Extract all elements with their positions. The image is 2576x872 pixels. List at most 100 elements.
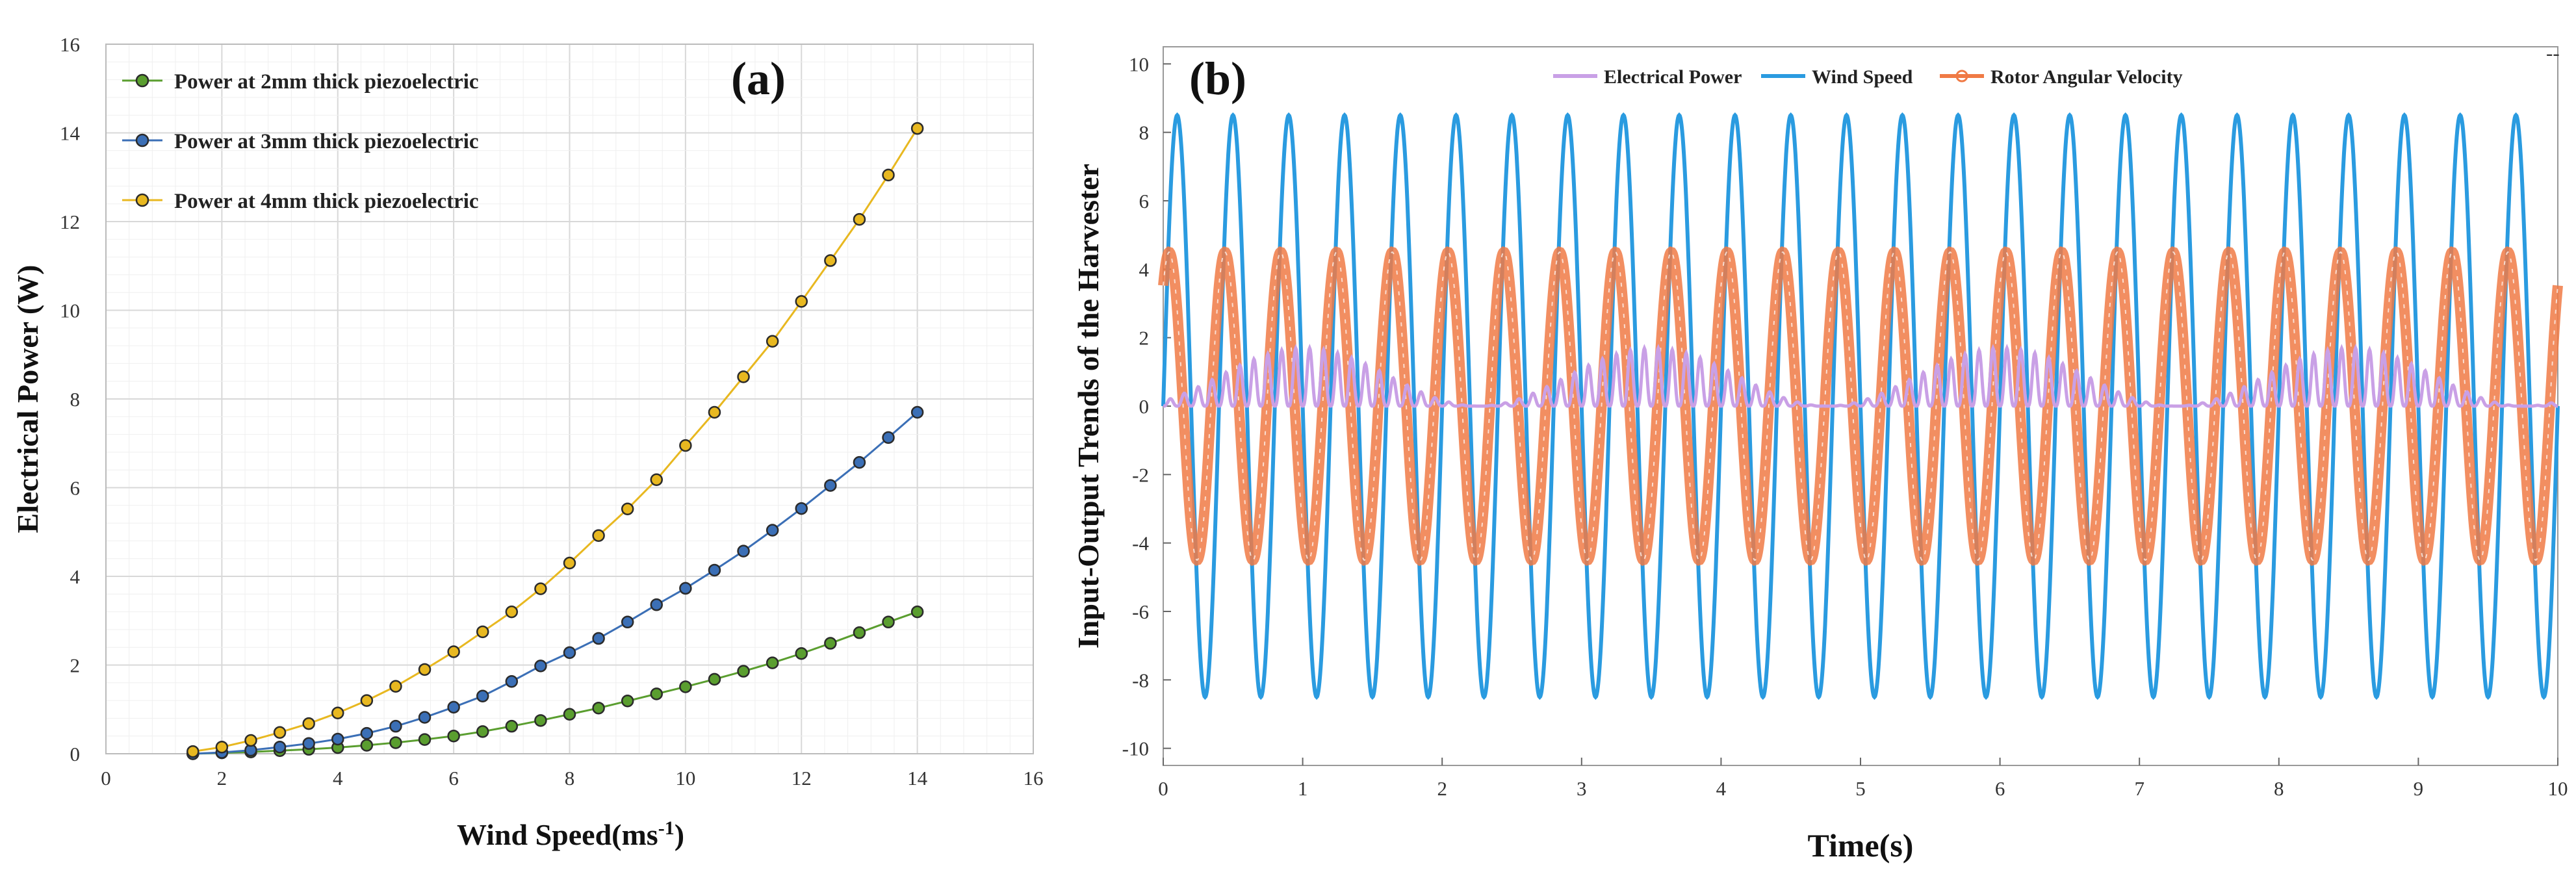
- panel-a-data-point: [418, 663, 431, 676]
- panel-a-x-axis-title-end: ): [675, 818, 684, 851]
- panel-a-data-point: [795, 295, 808, 308]
- panel-a-x-tick-label: 10: [675, 767, 695, 789]
- panel-b-x-tick-label: 3: [1577, 777, 1587, 800]
- panel-a-data-point: [447, 645, 460, 658]
- panel-b-legend-label: Wind Speed: [1812, 66, 1913, 88]
- panel-b-label: (b): [1189, 53, 1246, 105]
- panel-b-series: [1158, 112, 2563, 700]
- panel-a-data-point: [505, 675, 519, 688]
- panel-a-data-point: [910, 122, 924, 135]
- panel-a-data-point: [302, 737, 315, 750]
- panel-a-data-point: [737, 665, 750, 678]
- panel-a-x-tick-label: 0: [101, 767, 111, 789]
- panel-a-data-point: [389, 736, 402, 749]
- panel-a-x-tick-label: 14: [907, 767, 928, 789]
- panel-a-legend-label: Power at 3mm thick piezoelectric: [174, 130, 479, 153]
- panel-a-data-point: [476, 689, 489, 703]
- panel-a-data-point: [853, 212, 866, 226]
- panel-a-data-point: [447, 729, 460, 743]
- panel-b-x-tick-label: 7: [2134, 777, 2145, 800]
- panel-a-data-point: [534, 582, 547, 595]
- panel-a-data-point: [795, 502, 808, 515]
- panel-b-series-electrical-power: [1163, 343, 2558, 408]
- panel-b-x-tick-label: 4: [1716, 777, 1727, 800]
- panel-a-data-point: [853, 626, 866, 639]
- panel-b-x-axis-title: Time(s): [1808, 827, 1914, 864]
- panel-b-x-tick-label: 8: [2274, 777, 2284, 800]
- panel-b-y-tick-label: -2: [1132, 463, 1149, 486]
- panel-a-data-point: [505, 719, 519, 733]
- panel-a-y-tick-label: 6: [70, 477, 81, 500]
- panel-b-x-tick-label: 10: [2548, 777, 2568, 800]
- panel-b-y-tick-label: 10: [1129, 53, 1149, 75]
- panel-a-data-point: [766, 335, 779, 348]
- panel-b-y-tick-label: -6: [1132, 600, 1149, 623]
- panel-a-data-point: [708, 673, 721, 686]
- panel-a-data-point: [563, 646, 576, 660]
- panel-a-data-point: [331, 706, 344, 719]
- panel-a-legend: Power at 2mm thick piezoelectric Power at…: [122, 70, 479, 213]
- panel-a-data-point: [621, 615, 634, 629]
- panel-a-y-tick-label: 14: [60, 122, 81, 145]
- panel-a-x-axis-title-main: Wind Speed(ms: [457, 818, 658, 851]
- panel-b-y-axis-title: Input-Output Trends of the Harvester: [1072, 164, 1105, 648]
- panel-a-data-point: [650, 473, 663, 486]
- panel-a-data-point: [910, 405, 924, 419]
- panel-b-y-tick-label: 4: [1139, 258, 1150, 281]
- panel-a-legend-label: Power at 2mm thick piezoelectric: [174, 70, 479, 94]
- panel-a-data-point: [187, 745, 200, 758]
- panel-a-data-point: [592, 701, 605, 715]
- panel-a-series-line: [192, 411, 918, 755]
- panel-a-series: [187, 122, 924, 760]
- panel-a-data-point: [737, 370, 750, 383]
- panel-b-legend-label: Rotor Angular Velocity: [1990, 66, 2183, 88]
- panel-b-x-tick-label: 2: [1437, 777, 1447, 800]
- panel-a-y-axis-title: Electrical Power (W): [11, 265, 44, 533]
- panel-b-x-tick-label: 0: [1158, 777, 1168, 800]
- panel-a-data-point: [766, 656, 779, 669]
- panel-b-x-tick-label: 9: [2414, 777, 2424, 800]
- panel-a-data-point: [824, 254, 837, 267]
- panel-b-y-tick-label: 6: [1139, 190, 1150, 212]
- panel-b-corner-mark: --: [2546, 42, 2560, 64]
- panel-b-legend-marker: [1955, 70, 1968, 83]
- panel-a-data-point: [360, 694, 374, 707]
- panel-b-y-tick-label: -8: [1132, 669, 1149, 691]
- panel-b-legend-label: Electrical Power: [1604, 66, 1742, 88]
- panel-a-data-point: [505, 605, 519, 619]
- panel-a-data-point: [273, 726, 287, 739]
- panel-a-data-point: [534, 660, 547, 673]
- panel-a-series-3: [187, 122, 924, 758]
- panel-a-data-point: [592, 529, 605, 542]
- panel-a-data-point: [592, 632, 605, 645]
- panel-b-series-rotor-markers: [1163, 251, 2558, 561]
- panel-a-data-point: [679, 582, 692, 595]
- panel-a-data-point: [708, 563, 721, 577]
- panel-a-data-point: [824, 479, 837, 492]
- panel-a-data-point: [360, 726, 374, 740]
- panel-a-x-axis-title: Wind Speed(ms-1): [457, 817, 684, 851]
- panel-a-data-point: [882, 431, 895, 444]
- panel-a-legend-label: Power at 4mm thick piezoelectric: [174, 190, 479, 213]
- panel-b-x-tick-label: 1: [1298, 777, 1308, 800]
- panel-a-data-point: [389, 719, 402, 733]
- panel-a-y-tick-label: 12: [60, 211, 80, 233]
- panel-a-x-tick-label: 4: [333, 767, 343, 789]
- panel-a-data-point: [534, 714, 547, 727]
- panel-a-data-point: [244, 734, 257, 747]
- panel-a-plot-frame: [105, 44, 1034, 754]
- panel-b-chart: 0 1 2 3 4 5 6 7 8 9 10 -10 -8 -6 -4 -2 0 2 4 6 8 10 Electric…: [1072, 42, 2568, 864]
- panel-a-data-point: [795, 647, 808, 660]
- panel-a-grid: [105, 44, 1034, 754]
- panel-a-y-tick-label: 10: [60, 300, 80, 322]
- panel-a-series-2: [187, 405, 924, 760]
- panel-a-data-point: [563, 708, 576, 721]
- panel-b-y-tick-label: -4: [1132, 532, 1149, 555]
- panel-a-data-point: [476, 725, 489, 738]
- panel-a-data-point: [824, 637, 837, 650]
- panel-b-legend: Electrical Power Wind Speed Rotor Angular …: [1553, 66, 2183, 88]
- panel-a-data-point: [215, 741, 229, 754]
- panel-a-y-tick-label: 8: [70, 388, 81, 411]
- panel-a-data-point: [766, 524, 779, 537]
